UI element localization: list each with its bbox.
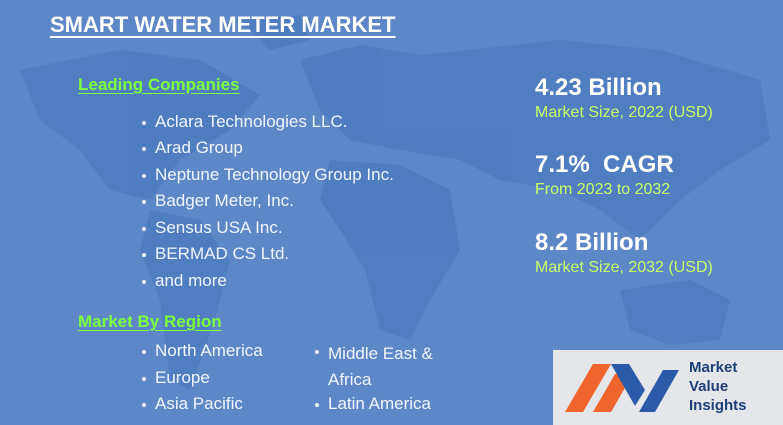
bullet <box>142 174 146 178</box>
region: North America <box>155 341 263 360</box>
logo-text: Market <box>689 359 738 376</box>
bullet <box>142 280 146 284</box>
bullet <box>142 227 146 231</box>
section-heading: Leading Companies <box>78 75 240 94</box>
bullet <box>142 121 146 125</box>
logo: Market Value Insights <box>553 350 783 425</box>
bullet <box>315 403 319 407</box>
stat-label: From 2023 to 2032 <box>535 181 671 198</box>
stat-value: 7.1% CAGR <box>535 151 674 178</box>
stat-label: Market Size, 2022 (USD) <box>535 104 713 121</box>
section-heading: Market By Region <box>78 312 222 331</box>
stat-value: 4.23 Billion <box>535 74 662 101</box>
company: Badger Meter, Inc. <box>155 191 294 210</box>
bullet <box>142 200 146 204</box>
bullet <box>142 403 146 407</box>
company: and more <box>155 271 227 290</box>
bullet <box>142 377 146 381</box>
company: BERMAD CS Ltd. <box>155 244 290 263</box>
bullet <box>142 253 146 257</box>
logo-mark <box>565 364 679 412</box>
stat-label: Market Size, 2032 (USD) <box>535 259 713 276</box>
company: Aclara Technologies LLC. <box>155 112 348 131</box>
logo-text: Insights <box>689 397 747 414</box>
logo-text: Value <box>689 378 729 395</box>
bullet <box>315 350 319 354</box>
title: SMART WATER METER MARKET <box>50 12 396 37</box>
stat-value: 8.2 Billion <box>535 229 649 256</box>
region: Asia Pacific <box>155 394 243 413</box>
region: Latin America <box>328 394 431 413</box>
region: Europe <box>155 368 210 387</box>
bullet <box>142 350 146 354</box>
region: Middle East & Africa <box>328 344 433 389</box>
bullet <box>142 147 146 151</box>
company: Arad Group <box>155 138 243 157</box>
company: Sensus USA Inc. <box>155 218 283 237</box>
company: Neptune Technology Group Inc. <box>155 165 394 184</box>
